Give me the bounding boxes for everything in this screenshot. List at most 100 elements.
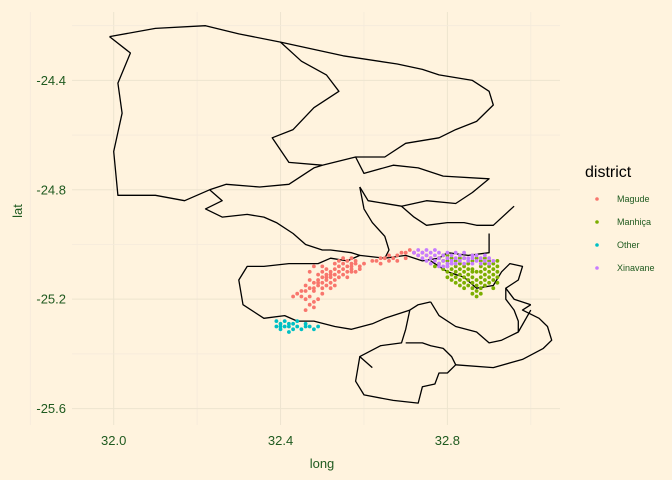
point-manhica (458, 283, 462, 288)
point-magude (307, 278, 312, 282)
point-xinavane (437, 261, 441, 266)
point-magude (324, 278, 329, 282)
point-magude (345, 259, 350, 263)
point-magude (345, 275, 350, 280)
y-tick-label: -24.8 (36, 182, 66, 197)
point-magude (303, 308, 308, 312)
legend-entry-magude: Magude (595, 194, 650, 204)
point-xinavane (491, 259, 496, 263)
point-xinavane (458, 259, 462, 263)
point-manhica (491, 286, 496, 291)
point-magude (324, 267, 329, 271)
point-magude (291, 294, 295, 299)
point-xinavane (441, 259, 446, 263)
point-magude (299, 294, 304, 299)
point-manhica (474, 278, 479, 282)
point-other (287, 321, 291, 326)
point-magude (324, 275, 329, 280)
point-xinavane (437, 256, 441, 261)
grid (29, 12, 560, 425)
x-axis-title: long (310, 456, 335, 471)
point-manhica (491, 267, 496, 271)
point-magude (320, 280, 325, 285)
point-other (282, 319, 287, 323)
point-magude (312, 289, 316, 293)
legend-label-magude: Magude (617, 194, 650, 204)
point-magude (320, 275, 325, 280)
point-magude (307, 269, 312, 274)
point-manhica (445, 269, 450, 274)
point-xinavane (449, 261, 454, 266)
point-manhica (487, 275, 491, 280)
point-manhica (491, 261, 496, 266)
point-magude (378, 256, 383, 261)
point-magude (316, 272, 320, 277)
point-manhica (491, 272, 496, 277)
point-manhica (487, 269, 491, 274)
point-manhica (433, 264, 437, 269)
point-manhica (453, 259, 458, 263)
point-manhica (470, 275, 475, 280)
point-magude (320, 291, 325, 296)
point-manhica (491, 278, 496, 282)
point-xinavane (441, 264, 446, 269)
point-manhica (462, 275, 466, 280)
point-manhica (495, 269, 500, 274)
x-tick-label: 32.4 (268, 433, 293, 448)
point-manhica (487, 264, 491, 269)
point-manhica (458, 261, 462, 266)
point-other (295, 319, 300, 323)
point-magude (303, 297, 308, 302)
point-xinavane (437, 250, 441, 255)
point-manhica (449, 267, 454, 271)
point-xinavane (424, 259, 429, 263)
y-tick-label: -25.2 (36, 292, 66, 307)
point-other (274, 319, 279, 323)
point-other (303, 321, 308, 326)
point-magude (299, 289, 304, 293)
point-xinavane (424, 248, 429, 252)
x-tick-label: 32.0 (101, 433, 126, 448)
district-boundary (355, 156, 490, 207)
point-manhica (462, 286, 466, 291)
district-boundary (430, 260, 532, 306)
district-boundary (517, 309, 532, 333)
point-manhica (441, 267, 446, 271)
legend: district Magude Manhiça Other Xinavane (585, 164, 655, 273)
point-xinavane (453, 261, 458, 266)
legend-title: district (585, 164, 632, 181)
point-manhica (487, 259, 491, 263)
point-other (287, 330, 291, 334)
point-magude (387, 253, 391, 258)
point-magude (357, 264, 362, 269)
point-manhica (495, 259, 500, 263)
point-xinavane (428, 256, 433, 261)
point-manhica (483, 278, 487, 282)
legend-label-other: Other (617, 240, 640, 250)
point-xinavane (453, 250, 458, 255)
point-manhica (462, 269, 466, 274)
point-other (299, 327, 304, 332)
district-boundary (271, 41, 340, 166)
point-xinavane (487, 256, 491, 261)
legend-label-xinavane: Xinavane (617, 263, 655, 273)
point-xinavane (445, 264, 450, 269)
point-manhica (453, 280, 458, 285)
point-xinavane (458, 253, 462, 258)
point-xinavane (433, 253, 437, 258)
point-magude (345, 269, 350, 274)
district-boundary (109, 25, 494, 202)
point-xinavane (416, 248, 421, 252)
point-xinavane (445, 261, 450, 266)
point-magude (307, 286, 312, 291)
point-magude (332, 283, 337, 288)
point-magude (353, 259, 358, 263)
point-other (287, 324, 291, 329)
point-magude (316, 283, 320, 288)
point-magude (349, 256, 354, 261)
point-magude (345, 264, 350, 269)
point-other (274, 324, 279, 329)
point-manhica (449, 272, 454, 277)
legend-key-other (595, 243, 599, 247)
point-manhica (466, 278, 471, 282)
